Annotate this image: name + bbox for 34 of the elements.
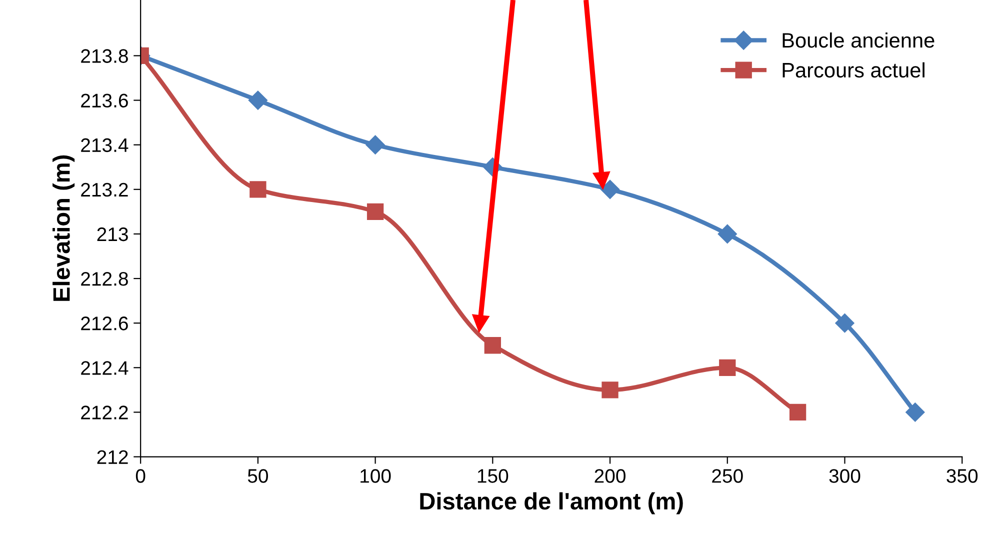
y-tick-label: 213.2 bbox=[81, 182, 128, 197]
x-tick-label: 150 bbox=[478, 469, 508, 483]
y-tick-label: 213 bbox=[97, 227, 128, 242]
point bbox=[835, 314, 854, 333]
point bbox=[718, 224, 737, 244]
point bbox=[248, 90, 268, 110]
point bbox=[602, 382, 618, 398]
y-tick-label: 212 bbox=[97, 450, 128, 464]
y-tick-label: 212.2 bbox=[81, 406, 128, 420]
y-axis-title: Elevation (m) bbox=[52, 155, 75, 301]
x-tick-label: 0 bbox=[136, 469, 146, 483]
legend-label: Parcours actuel bbox=[782, 62, 924, 78]
point bbox=[789, 404, 806, 421]
point bbox=[600, 180, 620, 199]
x-tick-label: 200 bbox=[594, 469, 626, 483]
point bbox=[366, 135, 385, 154]
point bbox=[906, 402, 925, 422]
point bbox=[366, 203, 384, 220]
y-tick-label: 213.4 bbox=[81, 138, 128, 152]
legend-label: Boucle ancienne bbox=[782, 32, 934, 48]
x-tick-label: 50 bbox=[248, 469, 268, 483]
x-tick-label: 250 bbox=[712, 469, 743, 483]
y-tick-label: 213.6 bbox=[81, 94, 128, 108]
x-tick-label: 300 bbox=[829, 469, 860, 483]
point bbox=[719, 359, 736, 376]
x-tick-label: 100 bbox=[360, 469, 391, 483]
y-tick-label: 212.8 bbox=[81, 272, 128, 286]
y-tick-label: 213.8 bbox=[81, 49, 128, 63]
x-tick-label: 350 bbox=[946, 469, 978, 483]
x-axis-title: Distance de l'amont (m) bbox=[420, 492, 683, 514]
point bbox=[484, 337, 501, 354]
y-tick-label: 212.6 bbox=[81, 316, 128, 330]
point bbox=[250, 181, 266, 198]
y-tick-label: 212.4 bbox=[81, 361, 128, 375]
